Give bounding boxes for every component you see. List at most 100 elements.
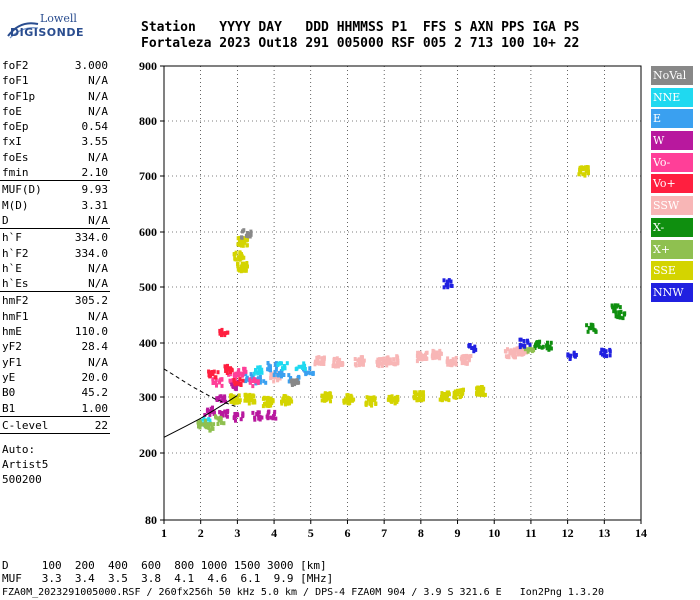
param-name: foF1	[2, 74, 29, 88]
param-name: foEs	[2, 150, 29, 164]
param-row: h`Es N/A	[0, 276, 110, 291]
echo-point-nnw	[526, 340, 530, 345]
model-trace-dashed	[163, 368, 238, 408]
echo-point-sse	[389, 396, 393, 401]
param-divider	[0, 291, 110, 293]
echo-point-sse	[329, 399, 332, 404]
echo-point-sse	[242, 261, 245, 266]
echo-point-e	[258, 378, 262, 383]
param-row: B0 45.2	[0, 385, 110, 400]
echo-point-vo-	[227, 367, 230, 372]
echo-point-x-	[541, 344, 545, 349]
echo-point-e	[267, 363, 271, 368]
x-tick-label: 3	[234, 526, 240, 540]
param-name: hmF2	[2, 294, 29, 308]
echo-point-sse	[241, 243, 245, 248]
echo-point-ssw	[273, 375, 277, 380]
echo-point-nnw	[601, 352, 604, 357]
echo-point-nne	[202, 416, 206, 421]
echo-point-sse	[282, 394, 286, 398]
echo-point-e	[297, 375, 301, 380]
echo-point-nnw	[568, 357, 572, 361]
echo-point-ssw	[334, 364, 337, 369]
echo-point-e	[266, 361, 270, 365]
param-value: 305.2	[74, 294, 108, 308]
header-value: Out18	[258, 36, 298, 51]
x-tick-label: 10	[488, 526, 500, 540]
echo-point-vo-	[212, 369, 216, 374]
echo-point-ssw	[353, 357, 357, 361]
echo-point-x-	[613, 306, 617, 311]
echo-point-x-	[587, 326, 591, 330]
echo-point-ssw	[335, 356, 339, 361]
echo-point-ssw	[504, 349, 508, 354]
echo-point-ssw	[376, 357, 380, 362]
echo-point-w	[203, 413, 207, 417]
footer-muf-value: 9.9	[273, 572, 294, 585]
echo-point-vo-	[232, 379, 236, 384]
echo-point-ssw	[506, 347, 509, 352]
echo-point-e	[280, 374, 283, 379]
echo-point-nnw	[608, 347, 612, 352]
echo-point-vo-	[211, 377, 215, 382]
param-name: h`F2	[2, 246, 29, 260]
echo-point-sse	[349, 393, 353, 398]
param-value: N/A	[88, 150, 108, 164]
echo-point-sse	[578, 169, 582, 174]
header-label: S	[454, 20, 462, 35]
param-name: C-level	[2, 418, 49, 432]
echo-point-ssw	[437, 355, 441, 360]
echo-point-w	[218, 410, 222, 415]
footer-d-value: 800	[174, 559, 195, 572]
echo-point-x-	[589, 322, 593, 327]
echo-point-ssw	[520, 350, 523, 355]
echo-point-sse	[230, 399, 234, 404]
legend-item-e: E	[651, 109, 693, 129]
echo-point-sse	[228, 393, 232, 398]
autoscaling-line: Artist5	[2, 458, 49, 472]
param-value: 334.0	[74, 246, 108, 260]
param-value: 3.000	[74, 59, 108, 72]
echo-point-x-	[546, 340, 549, 345]
footer-muf-value: 4.1	[174, 572, 195, 585]
echo-point-ssw	[391, 361, 395, 366]
echo-point-w	[235, 411, 239, 416]
echo-point-sse	[323, 397, 327, 402]
param-value: 110.0	[74, 325, 108, 339]
echo-point-e	[287, 373, 291, 378]
param-name: h`E	[2, 261, 22, 275]
echo-point-e	[250, 376, 254, 381]
echo-point-w	[208, 409, 212, 414]
echo-point-sse	[444, 393, 448, 398]
echo-point-noval	[290, 378, 294, 383]
footer-d-value: 200	[74, 559, 95, 572]
echo-point-x-	[589, 326, 593, 331]
echo-point-vo-	[225, 330, 229, 335]
echo-point-vo-	[224, 369, 228, 373]
footer-muf-value: 6.1	[240, 572, 261, 585]
echo-point-e	[251, 374, 255, 379]
echo-point-sse	[240, 255, 244, 260]
echo-point-sse	[238, 256, 242, 261]
y-tick-label: 700	[139, 169, 157, 183]
echo-point-ssw	[460, 356, 464, 361]
echo-point-x-	[201, 422, 205, 427]
param-row: foE N/A	[0, 104, 110, 119]
x-tick-label: 14	[635, 526, 647, 540]
echo-point-x-	[220, 420, 223, 425]
echo-point-sse	[232, 401, 236, 406]
echo-point-ssw	[431, 348, 435, 353]
footer-distance-row: D 100 200 400 600 800 1000 1500 3000 [km…	[2, 559, 327, 572]
footer-muf-label: MUF	[2, 572, 22, 585]
echo-point-e	[249, 372, 253, 377]
param-name: fxI	[2, 135, 22, 149]
echo-point-x-	[621, 316, 625, 321]
legend-item-vo-: Vo+	[651, 174, 693, 194]
echo-point-nnw	[446, 282, 450, 287]
echo-point-ssw	[362, 358, 366, 363]
echo-point-nnw	[449, 279, 453, 284]
echo-point-sse	[458, 388, 462, 393]
echo-point-x-	[617, 310, 621, 315]
echo-point-sse	[267, 404, 271, 408]
echo-point-sse	[245, 238, 249, 243]
